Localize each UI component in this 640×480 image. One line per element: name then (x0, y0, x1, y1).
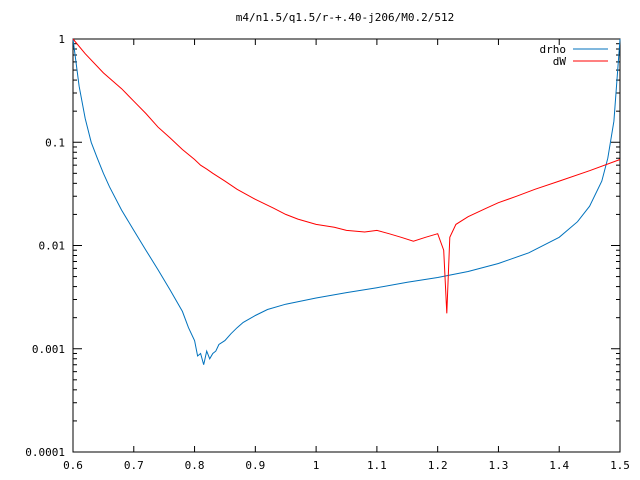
y-tick-label: 0.0001 (25, 446, 65, 459)
x-tick-label: 1 (313, 459, 320, 472)
series-line-drho (72, 38, 621, 365)
legend-label-drho: drho (540, 43, 567, 56)
y-tick-label: 0.001 (32, 343, 65, 356)
y-tick-label: 1 (58, 33, 65, 46)
x-tick-label: 1.2 (428, 459, 448, 472)
x-tick-label: 1.5 (610, 459, 630, 472)
y-tick-label: 0.1 (45, 136, 65, 149)
x-tick-label: 0.7 (124, 459, 144, 472)
x-tick-label: 0.9 (245, 459, 265, 472)
chart-title: m4/n1.5/q1.5/r-+.40-j206/M0.2/512 (236, 11, 455, 24)
x-tick-label: 0.6 (63, 459, 83, 472)
axis-ticks: 0.6 0.7 0.8 0.9 1 1.1 1.2 1.3 1.4 1.5 1 0.1 0.01 0.00… (25, 33, 630, 472)
x-tick-label: 1.4 (549, 459, 569, 472)
series-group (72, 38, 621, 365)
x-tick-label: 0.8 (185, 459, 205, 472)
series-line-dW (72, 38, 621, 314)
y-tick-label: 0.01 (39, 240, 66, 253)
x-tick-label: 1.3 (489, 459, 509, 472)
x-tick-label: 1.1 (367, 459, 387, 472)
legend-label-dW: dW (553, 55, 567, 68)
